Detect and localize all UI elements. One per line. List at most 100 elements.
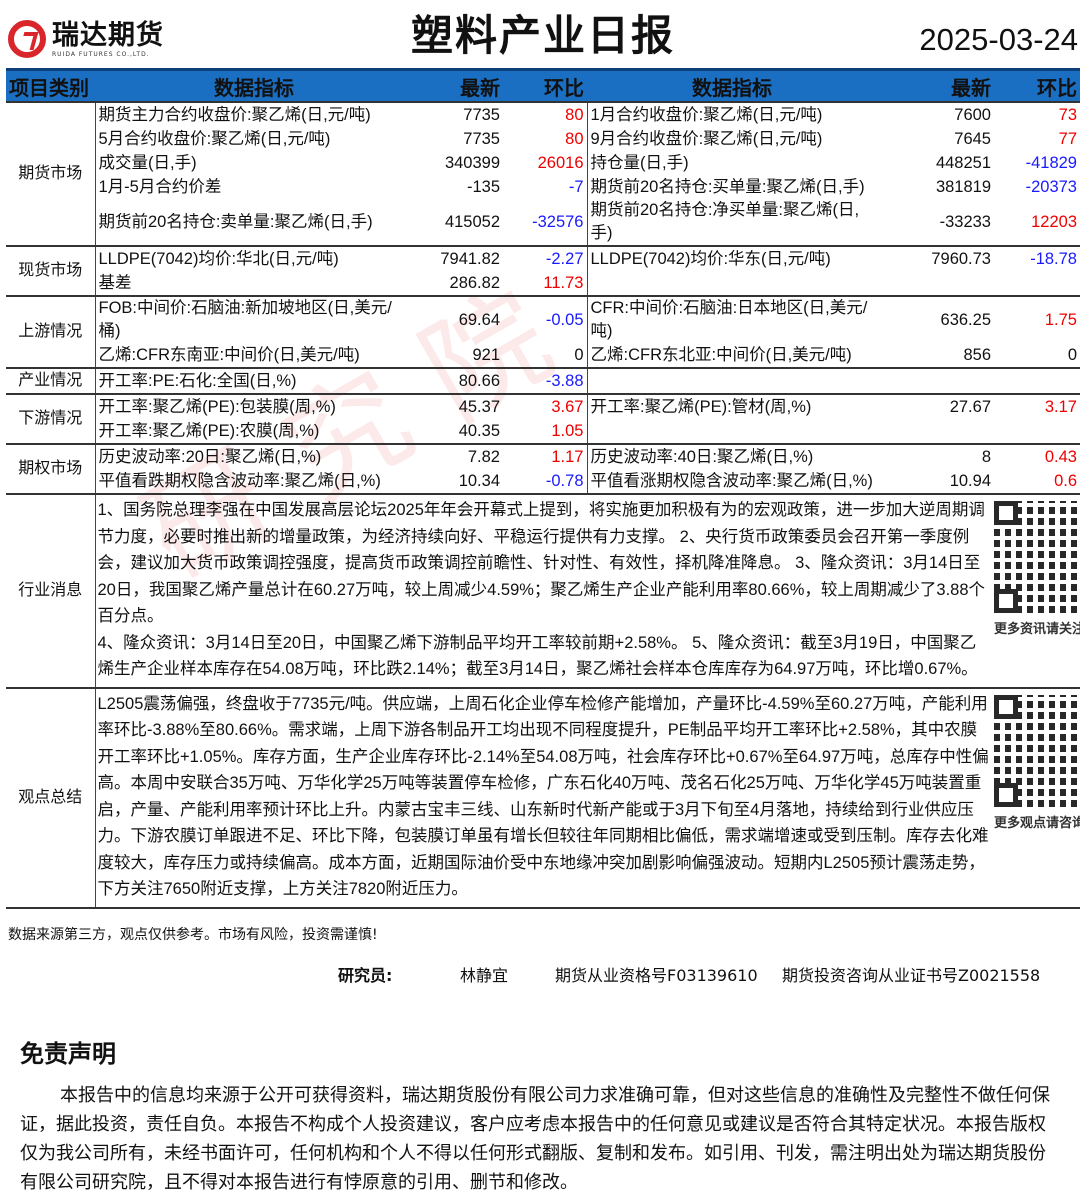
cell-indicator: 历史波动率:20日:聚乙烯(日,%) <box>95 443 413 469</box>
col-latest-2: 最新 <box>877 68 994 102</box>
cell-change: -0.78 <box>503 469 588 494</box>
news-text: 1、国务院总理李强在中国发展高层论坛2025年年会开幕式上提到，将实施更加积极有… <box>95 493 994 688</box>
cell-latest-2: 7960.73 <box>877 245 994 271</box>
cell-latest: 7.82 <box>413 443 503 469</box>
cell-change: 11.73 <box>503 271 588 296</box>
category-label: 行业消息 <box>6 493 96 688</box>
table-row: 成交量(日,手) 340399 26016 持仓量(日,手) 448251 -41829 <box>6 151 1080 175</box>
cell-latest: 7735 <box>463 130 500 148</box>
cell-change: -3.88 <box>503 367 588 394</box>
cell-indicator: 平值看跌期权隐含波动率:聚乙烯(日,%) <box>98 472 381 490</box>
cell-latest: 69.64 <box>413 295 503 343</box>
cell-latest: 45.37 <box>413 393 503 419</box>
cell-indicator: 乙烯:CFR东南亚:中间价(日,美元/吨) <box>98 346 360 364</box>
cell-latest-2 <box>877 271 994 296</box>
cell-latest: 286.82 <box>449 274 500 292</box>
cell-indicator: 期货主力合约收盘价:聚乙烯(日,元/吨) <box>95 101 413 127</box>
cell-indicator: 1月-5月合约价差 <box>98 178 222 196</box>
table-row: 5月合约收盘价:聚乙烯(日,元/吨) 7735 80 9月合约收盘价:聚乙烯(日,元/… <box>6 127 1080 151</box>
cell-indicator-2: 持仓量(日,手) <box>590 154 689 172</box>
table-row: 期货前20名持仓:卖单量:聚乙烯(日,手) 415052 -32576 期货前20名持… <box>6 199 1080 246</box>
news-row: 行业消息 1、国务院总理李强在中国发展高层论坛2025年年会开幕式上提到，将实施… <box>6 493 1080 688</box>
category-label: 下游情况 <box>6 393 96 444</box>
col-change: 环比 <box>503 68 587 102</box>
view-row: 观点总结 L2505震荡偏强，终盘收于7735元/吨。供应端，上周石化企业停车检… <box>6 686 1080 908</box>
qr-block: 更多观点请咨询! <box>994 686 1080 908</box>
cell-change: 26016 <box>503 151 588 175</box>
cell-latest: 7941.82 <box>413 245 503 271</box>
cell-change-2: 3.17 <box>994 393 1080 419</box>
category-label: 观点总结 <box>6 686 96 908</box>
table-row: 期货市场 期货主力合约收盘价:聚乙烯(日,元/吨) 7735 80 1月合约收盘价:聚乙… <box>6 101 1080 246</box>
cell-change-2 <box>994 419 1080 444</box>
cell-change: 80 <box>503 101 588 127</box>
col-latest: 最新 <box>413 68 503 102</box>
cell-latest: 10.34 <box>458 472 500 490</box>
cell-indicator-2: CFR:中间价:石脑油:日本地区(日,美元/吨) <box>587 295 877 343</box>
qr-block: 更多资讯请关注! <box>994 493 1080 688</box>
company-logo: 瑞达期货 RUIDA FUTURES CO.,LTD. <box>8 20 164 58</box>
cell-indicator: 开工率:PE:石化:全国(日,%) <box>95 367 413 394</box>
disclaimer-text: 本报告中的信息均来源于公开可获得资料，瑞达期货股份有限公司力求准确可靠，但对这些… <box>20 1085 1050 1193</box>
cell-change: 3.67 <box>503 393 588 419</box>
page-title: 塑料产业日报 <box>410 11 675 60</box>
cell-latest-2: 10.94 <box>949 472 991 490</box>
cell-change: -32576 <box>503 199 588 246</box>
researcher-consult-cert: 期货投资咨询从业证书号Z0021558 <box>782 966 1041 985</box>
cell-change-2: 0.43 <box>994 443 1080 469</box>
cell-latest: -135 <box>466 178 500 196</box>
cell-change: 0 <box>503 343 588 368</box>
cell-change-2 <box>994 367 1080 394</box>
view-text: L2505震荡偏强，终盘收于7735元/吨。供应端，上周石化企业停车检修产能增加… <box>95 686 994 908</box>
cell-latest-2: 856 <box>963 346 991 364</box>
researcher-label: 研究员: <box>338 966 393 985</box>
cell-latest: 40.35 <box>458 422 500 440</box>
table-row: 乙烯:CFR东南亚:中间价(日,美元/吨) 921 0 乙烯:CFR东北亚:中间价(日… <box>6 343 1080 368</box>
col-change-2: 环比 <box>994 68 1080 102</box>
category-label: 上游情况 <box>6 295 96 368</box>
qr-caption: 更多资讯请关注! <box>994 621 1080 636</box>
cell-change-2: 77 <box>1058 130 1077 148</box>
table-row: 1月-5月合约价差 -135 -7 期货前20名持仓:买单量:聚乙烯(日,手) 3818… <box>6 175 1080 199</box>
table-row: 现货市场 LLDPE(7042)均价:华北(日,元/吨) 7941.82 -2.27 L… <box>6 245 1080 296</box>
cell-change: -7 <box>503 175 588 199</box>
category-label: 期权市场 <box>6 443 96 494</box>
cell-latest: 340399 <box>444 154 500 172</box>
cell-indicator: 5月合约收盘价:聚乙烯(日,元/吨) <box>98 130 331 148</box>
cell-change-2: -20373 <box>1025 178 1077 196</box>
cell-latest: 415052 <box>444 213 500 231</box>
cell-indicator: LLDPE(7042)均价:华北(日,元/吨) <box>95 245 413 271</box>
cell-latest-2 <box>877 419 994 444</box>
cell-indicator-2: 期货前20名持仓:买单量:聚乙烯(日,手) <box>590 178 865 196</box>
cell-indicator: FOB:中间价:石脑油:新加坡地区(日,美元/桶) <box>95 295 413 343</box>
cell-indicator-2: 1月合约收盘价:聚乙烯(日,元/吨) <box>587 101 877 127</box>
cell-indicator: 开工率:聚乙烯(PE):包装膜(周,%) <box>95 393 413 419</box>
news-paragraph: 1、国务院总理李强在中国发展高层论坛2025年年会开幕式上提到，将实施更加积极有… <box>97 501 986 625</box>
report-date: 2025-03-24 <box>919 22 1078 57</box>
cell-change: -0.05 <box>503 295 588 343</box>
researcher-name: 林静宜 <box>460 966 509 985</box>
cell-latest-2: 8 <box>877 443 994 469</box>
cell-indicator: 成交量(日,手) <box>98 154 197 172</box>
cell-latest-2: 7600 <box>877 101 994 127</box>
qr-caption: 更多观点请咨询! <box>994 814 1080 830</box>
cell-latest-2: 27.67 <box>877 393 994 419</box>
category-label: 产业情况 <box>6 367 96 394</box>
cell-latest-2: 7645 <box>954 130 991 148</box>
cell-indicator-2: 9月合约收盘价:聚乙烯(日,元/吨) <box>590 130 823 148</box>
table-row: 上游情况 FOB:中间价:石脑油:新加坡地区(日,美元/桶) 69.64 -0.05 C… <box>6 295 1080 368</box>
table-header: 项目类别 数据指标 最新 环比 数据指标 最新 环比 <box>6 68 1080 102</box>
cell-latest-2: 636.25 <box>877 295 994 343</box>
col-category: 项目类别 <box>6 68 95 102</box>
cell-indicator: 开工率:聚乙烯(PE):农膜(周,%) <box>98 422 320 440</box>
table-row: 基差 286.82 11.73 <box>6 271 1080 296</box>
cell-change-2: 0 <box>1067 346 1077 364</box>
cell-latest: 921 <box>472 346 500 364</box>
category-label: 期货市场 <box>6 101 96 246</box>
qr-code-icon <box>994 501 1080 613</box>
footnote: 数据来源第三方，观点仅供参考。市场有风险，投资需谨慎! <box>8 927 378 943</box>
table-row: 平值看跌期权隐含波动率:聚乙烯(日,%) 10.34 -0.78 平值看涨期权隐含波动… <box>6 469 1080 494</box>
cell-indicator-2: 历史波动率:40日:聚乙烯(日,%) <box>587 443 877 469</box>
cell-change-2: 73 <box>994 101 1080 127</box>
